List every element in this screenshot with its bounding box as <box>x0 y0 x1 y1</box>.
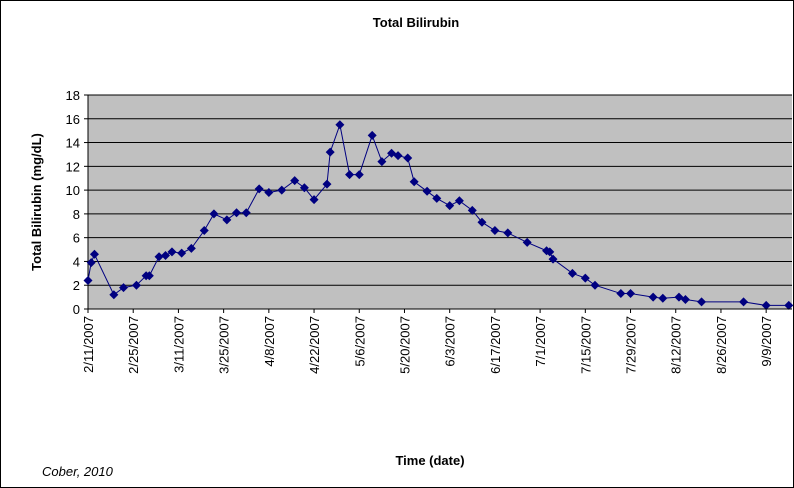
data-point <box>567 268 577 278</box>
data-point <box>119 283 129 293</box>
data-point <box>761 300 771 310</box>
y-tick-label: 16 <box>66 112 80 127</box>
data-point <box>86 258 96 268</box>
data-point <box>264 187 274 197</box>
x-tick-label: 8/26/2007 <box>714 316 729 374</box>
y-tick-label: 6 <box>73 231 80 246</box>
data-point <box>309 195 319 205</box>
data-point <box>377 157 387 167</box>
data-point <box>545 247 555 257</box>
y-tick-label: 4 <box>73 254 80 269</box>
chart-title: Total Bilirubin <box>373 15 459 30</box>
data-point <box>658 293 668 303</box>
data-point <box>232 208 242 218</box>
data-point <box>422 186 432 196</box>
data-point <box>680 294 690 304</box>
data-point <box>177 248 187 258</box>
x-tick-label: 6/3/2007 <box>443 316 458 367</box>
data-point <box>580 273 590 283</box>
data-point <box>89 249 99 259</box>
data-point <box>403 153 413 163</box>
x-tick-label: 8/12/2007 <box>669 316 684 374</box>
x-tick-label: 5/20/2007 <box>397 316 412 374</box>
data-point <box>454 196 464 206</box>
data-point <box>154 252 164 262</box>
y-tick-label: 18 <box>66 88 80 103</box>
data-point <box>345 170 355 180</box>
data-point <box>222 215 232 225</box>
data-point <box>522 237 532 247</box>
data-point <box>739 297 749 307</box>
y-tick-label: 2 <box>73 278 80 293</box>
y-tick-label: 10 <box>66 183 80 198</box>
x-tick-label: 3/25/2007 <box>217 316 232 374</box>
data-point <box>445 201 455 211</box>
data-point <box>322 179 332 189</box>
data-point <box>277 185 287 195</box>
data-point <box>131 280 141 290</box>
data-point <box>299 183 309 193</box>
data-point <box>83 275 93 285</box>
data-point <box>367 130 377 140</box>
data-point <box>161 251 171 260</box>
data-point <box>186 243 196 253</box>
data-point <box>167 247 177 257</box>
data-point <box>325 147 335 157</box>
data-point <box>616 289 626 299</box>
y-tick-label: 8 <box>73 207 80 222</box>
x-tick-label: 4/22/2007 <box>307 316 322 374</box>
x-tick-label: 6/17/2007 <box>488 316 503 374</box>
x-tick-label: 3/11/2007 <box>171 316 186 373</box>
x-tick-label: 7/15/2007 <box>578 316 593 374</box>
data-point <box>409 177 419 187</box>
x-tick-label: 2/25/2007 <box>126 316 141 374</box>
y-tick-label: 0 <box>73 302 80 317</box>
x-tick-label: 2/11/2007 <box>81 316 96 373</box>
data-point <box>477 217 487 227</box>
x-axis-title: Time (date) <box>395 453 464 468</box>
plot-area <box>88 95 792 309</box>
data-point <box>697 297 707 307</box>
data-point <box>335 120 345 130</box>
data-point <box>254 184 264 194</box>
data-point <box>784 300 794 310</box>
data-point <box>467 205 477 215</box>
data-point <box>109 290 119 300</box>
data-point <box>590 280 600 290</box>
annotation: Cober, 2010 <box>42 464 114 479</box>
x-tick-label: 7/1/2007 <box>533 316 548 367</box>
data-point <box>548 254 558 264</box>
x-tick-label: 7/29/2007 <box>624 316 639 374</box>
data-point <box>290 176 300 186</box>
data-point <box>209 209 219 219</box>
y-axis-title: Total Bilirubin (mg/dL) <box>29 133 44 271</box>
data-point <box>490 226 500 236</box>
x-tick-label: 9/9/2007 <box>759 316 774 367</box>
data-point <box>241 208 251 218</box>
data-point <box>393 151 403 161</box>
x-tick-label: 5/6/2007 <box>352 316 367 367</box>
y-tick-label: 12 <box>66 159 80 174</box>
data-point <box>144 271 154 281</box>
data-point <box>354 170 364 180</box>
x-tick-label: 4/8/2007 <box>262 316 277 367</box>
y-tick-label: 14 <box>66 136 80 151</box>
data-point <box>648 292 658 302</box>
data-point <box>626 289 636 299</box>
data-point <box>432 193 442 203</box>
data-point <box>503 228 513 238</box>
data-point <box>199 226 209 236</box>
